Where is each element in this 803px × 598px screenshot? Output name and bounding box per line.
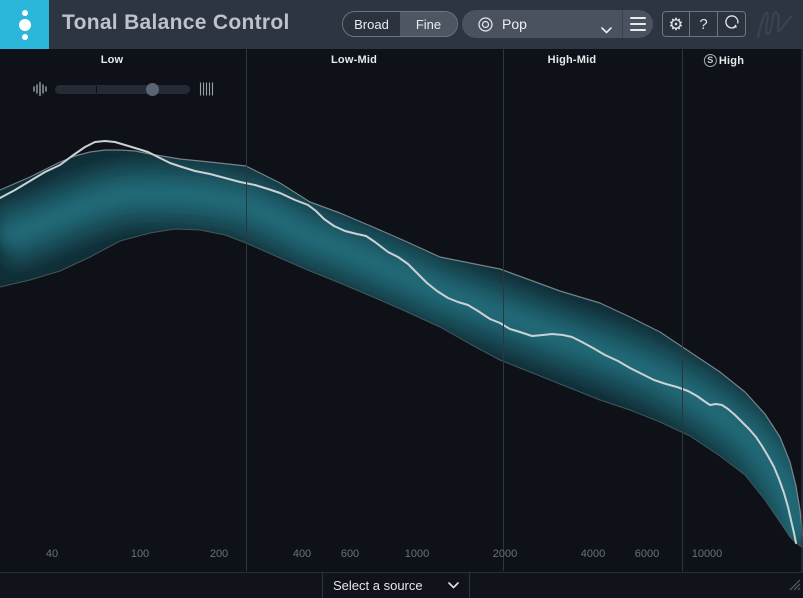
fine-button[interactable]: Fine (400, 12, 457, 36)
audio-spectrum-curve (0, 141, 796, 543)
freq-tick-label: 600 (341, 548, 359, 560)
bottom-bar: Select a source (0, 572, 803, 598)
logo-dot (19, 19, 31, 31)
preset-menu-button[interactable] (623, 10, 653, 38)
band-label-text: Low-Mid (331, 54, 377, 66)
header-bar: Tonal Balance Control Broad Fine Pop (0, 0, 803, 49)
logo-dot (22, 10, 28, 16)
source-select-label: Select a source (333, 578, 423, 593)
chevron-down-icon (448, 582, 459, 589)
target-bullseye-icon (477, 16, 494, 33)
band-label-text: High (719, 55, 744, 67)
settings-button[interactable]: ⚙ (662, 11, 690, 37)
low-band-slider-group (30, 80, 216, 98)
smoothing-slider-track[interactable] (55, 85, 190, 94)
preset-pill: Pop (462, 10, 653, 38)
target-preset-dropdown[interactable]: Pop (462, 10, 622, 38)
resize-grip[interactable] (789, 578, 801, 596)
freq-tick-label: 40 (46, 548, 58, 560)
band-divider-line (682, 49, 683, 571)
freq-tick-label: 400 (293, 548, 311, 560)
freq-tick-label: 6000 (635, 548, 659, 560)
band-divider-line (503, 49, 504, 571)
broad-button[interactable]: Broad (343, 12, 400, 36)
izotope-scribble-logo (754, 7, 798, 48)
logo-dot (22, 34, 28, 40)
freq-tick-label: 1000 (405, 548, 429, 560)
hamburger-icon (630, 29, 646, 31)
band-divider-line (246, 49, 247, 571)
band-label-high: SHigh (704, 54, 744, 67)
circular-arrow-icon (723, 13, 741, 35)
preset-label: Pop (502, 16, 527, 32)
waveform-icon (32, 81, 48, 102)
band-label-low: Low (101, 54, 124, 66)
chevron-down-icon (601, 21, 612, 39)
fine-button-label: Fine (416, 17, 441, 32)
freq-tick-label: 200 (210, 548, 228, 560)
tonal-balance-control-window: Low Low-Mid High-Mid SHigh 40 100 200 400 600 10… (0, 0, 803, 598)
page-title: Tonal Balance Control (62, 11, 290, 35)
band-label-text: High-Mid (548, 54, 597, 66)
gear-icon: ⚙ (668, 16, 683, 33)
hamburger-icon (630, 17, 646, 19)
band-label-low-mid: Low-Mid (331, 54, 377, 66)
help-button[interactable]: ? (690, 11, 718, 37)
hamburger-icon (630, 23, 646, 25)
smoothing-slider-handle[interactable] (146, 83, 159, 96)
freq-tick-label: 4000 (581, 548, 605, 560)
freq-tick-label: 2000 (493, 548, 517, 560)
izotope-logo (0, 0, 49, 49)
band-label-high-mid: High-Mid (548, 54, 597, 66)
freq-tick-label: 10000 (692, 548, 723, 560)
solo-icon[interactable]: S (704, 54, 717, 67)
source-select-dropdown[interactable]: Select a source (322, 573, 470, 598)
slider-default-tick (96, 86, 97, 93)
view-toggle: Broad Fine (342, 11, 458, 37)
freq-tick-label: 100 (131, 548, 149, 560)
dense-bars-icon (199, 81, 214, 102)
band-label-text: Low (101, 54, 124, 66)
question-mark-icon: ? (699, 16, 707, 33)
broad-button-label: Broad (354, 17, 389, 32)
update-button[interactable] (718, 11, 746, 37)
header-icon-buttons: ⚙ ? (662, 11, 746, 37)
